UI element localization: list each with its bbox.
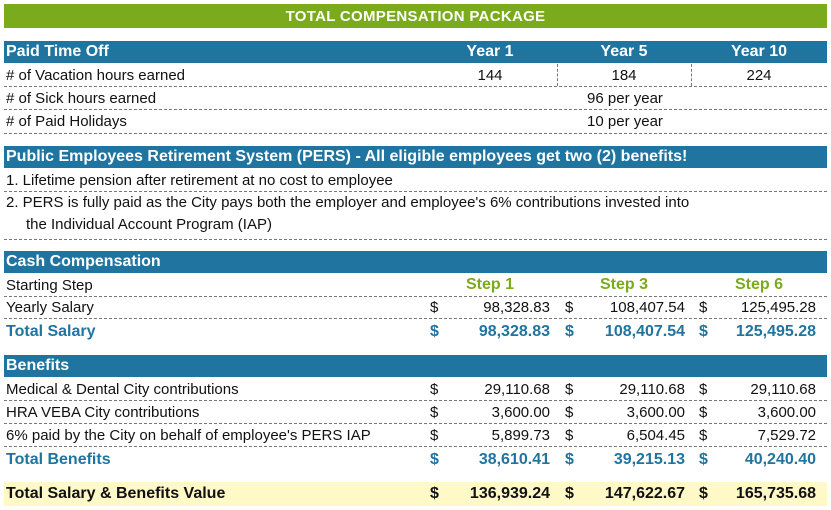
- pto-col-year-1: Year 1: [466, 43, 514, 60]
- currency-symbol: $: [699, 299, 708, 316]
- grand-total-step-1: 136,939.24: [469, 485, 550, 502]
- cash-header-label: Cash Compensation: [6, 253, 161, 270]
- currency-symbol: $: [565, 299, 574, 316]
- pto-sick-label: # of Sick hours earned: [6, 89, 157, 107]
- benefits-header-label: Benefits: [6, 357, 70, 374]
- pto-vacation-label: # of Vacation hours earned: [6, 66, 186, 84]
- pto-vacation-row: # of Vacation hours earned 144 184 224: [4, 64, 827, 87]
- currency-symbol: $: [565, 380, 574, 398]
- benefit-medical-step-6: 29,110.68: [750, 380, 816, 398]
- total-salary-label: Total Salary: [6, 323, 96, 340]
- currency-symbol: $: [430, 380, 439, 398]
- currency-symbol: $: [430, 426, 439, 444]
- benefits-header: Benefits: [4, 355, 827, 377]
- pers-header-label: Public Employees Retirement System (PERS…: [6, 148, 688, 165]
- pers-item-1-text: 1. Lifetime pension after retirement at …: [6, 171, 393, 189]
- benefit-row-hra: HRA VEBA City contributions $ 3,600.00 $…: [4, 401, 827, 424]
- currency-symbol: $: [565, 323, 574, 340]
- currency-symbol: $: [430, 403, 439, 421]
- total-benefits-step-1: 38,610.41: [478, 451, 550, 468]
- total-salary-step-6: 125,495.28: [735, 323, 816, 340]
- yearly-salary-row: Yearly Salary $ 98,328.83 $ 108,407.54 $…: [4, 296, 827, 319]
- pto-sick-value: 96 per year: [587, 89, 663, 107]
- currency-symbol: $: [565, 403, 574, 421]
- pto-sick-row: # of Sick hours earned 96 per year: [4, 87, 827, 110]
- yearly-salary-step-6: 125,495.28: [740, 299, 816, 316]
- currency-symbol: $: [565, 451, 574, 468]
- pers-item-2: 2. PERS is fully paid as the City pays b…: [4, 192, 827, 240]
- total-salary-step-1: 98,328.83: [478, 323, 550, 340]
- pers-header: Public Employees Retirement System (PERS…: [4, 146, 827, 168]
- column-divider: [691, 64, 692, 86]
- step-6-label: Step 6: [734, 276, 783, 293]
- pto-holidays-row: # of Paid Holidays 10 per year: [4, 110, 827, 134]
- currency-symbol: $: [699, 380, 708, 398]
- pers-item-2-line-2: the Individual Account Program (IAP): [26, 216, 272, 233]
- yearly-salary-step-1: 98,328.83: [483, 299, 550, 316]
- yearly-salary-step-3: 108,407.54: [609, 299, 685, 316]
- currency-symbol: $: [565, 485, 574, 502]
- starting-step-label: Starting Step: [6, 276, 93, 294]
- benefit-row-medical: Medical & Dental City contributions $ 29…: [4, 378, 827, 401]
- pto-holidays-label: # of Paid Holidays: [6, 113, 127, 130]
- pto-header-label: Paid Time Off: [6, 43, 109, 60]
- benefit-pers-iap-label: 6% paid by the City on behalf of employe…: [6, 426, 371, 444]
- benefit-pers-iap-step-6: 7,529.72: [757, 426, 816, 444]
- currency-symbol: $: [699, 451, 708, 468]
- pto-holidays-value: 10 per year: [587, 113, 663, 130]
- grand-total-row: Total Salary & Benefits Value $ 136,939.…: [4, 482, 827, 506]
- benefit-hra-label: HRA VEBA City contributions: [6, 403, 200, 421]
- grand-total-step-3: 147,622.67: [604, 485, 685, 502]
- benefit-hra-step-1: 3,600.00: [491, 403, 550, 421]
- benefit-medical-label: Medical & Dental City contributions: [6, 380, 239, 398]
- currency-symbol: $: [699, 426, 708, 444]
- pto-col-year-10: Year 10: [730, 43, 788, 60]
- total-benefits-step-6: 40,240.40: [744, 451, 816, 468]
- benefit-medical-step-1: 29,110.68: [484, 380, 550, 398]
- benefit-hra-step-6: 3,600.00: [757, 403, 816, 421]
- total-salary-step-3: 108,407.54: [604, 323, 685, 340]
- grand-total-step-6: 165,735.68: [735, 485, 816, 502]
- total-benefits-row: Total Benefits $ 38,610.41 $ 39,215.13 $…: [4, 448, 827, 472]
- step-3-label: Step 3: [599, 276, 648, 293]
- pto-col-year-5: Year 5: [600, 43, 648, 60]
- pto-header: Paid Time Off Year 1 Year 5 Year 10: [4, 41, 827, 63]
- benefit-row-pers-iap: 6% paid by the City on behalf of employe…: [4, 424, 827, 447]
- currency-symbol: $: [430, 299, 439, 316]
- benefit-pers-iap-step-1: 5,899.73: [491, 426, 550, 444]
- benefit-medical-step-3: 29,110.68: [619, 380, 685, 398]
- pto-vacation-year-10: 224: [746, 66, 772, 84]
- grand-total-label: Total Salary & Benefits Value: [6, 485, 226, 502]
- column-divider: [557, 64, 558, 86]
- currency-symbol: $: [699, 323, 708, 340]
- currency-symbol: $: [430, 323, 439, 340]
- total-benefits-label: Total Benefits: [6, 451, 111, 468]
- currency-symbol: $: [699, 403, 708, 421]
- currency-symbol: $: [565, 426, 574, 444]
- pers-item-1: 1. Lifetime pension after retirement at …: [4, 169, 827, 192]
- yearly-salary-label: Yearly Salary: [6, 299, 94, 316]
- total-benefits-step-3: 39,215.13: [613, 451, 685, 468]
- page-title: TOTAL COMPENSATION PACKAGE: [4, 4, 827, 28]
- benefit-pers-iap-step-3: 6,504.45: [626, 426, 685, 444]
- pto-vacation-year-5: 184: [611, 66, 637, 84]
- step-1-label: Step 1: [465, 276, 514, 293]
- currency-symbol: $: [430, 451, 439, 468]
- currency-symbol: $: [699, 485, 708, 502]
- pto-vacation-year-1: 144: [477, 66, 503, 84]
- starting-step-row: Starting Step Step 1 Step 3 Step 6: [4, 274, 827, 296]
- benefit-hra-step-3: 3,600.00: [626, 403, 685, 421]
- currency-symbol: $: [430, 485, 439, 502]
- pers-item-2-line-1: 2. PERS is fully paid as the City pays b…: [6, 194, 690, 211]
- total-salary-row: Total Salary $ 98,328.83 $ 108,407.54 $ …: [4, 320, 827, 344]
- cash-header: Cash Compensation: [4, 251, 827, 273]
